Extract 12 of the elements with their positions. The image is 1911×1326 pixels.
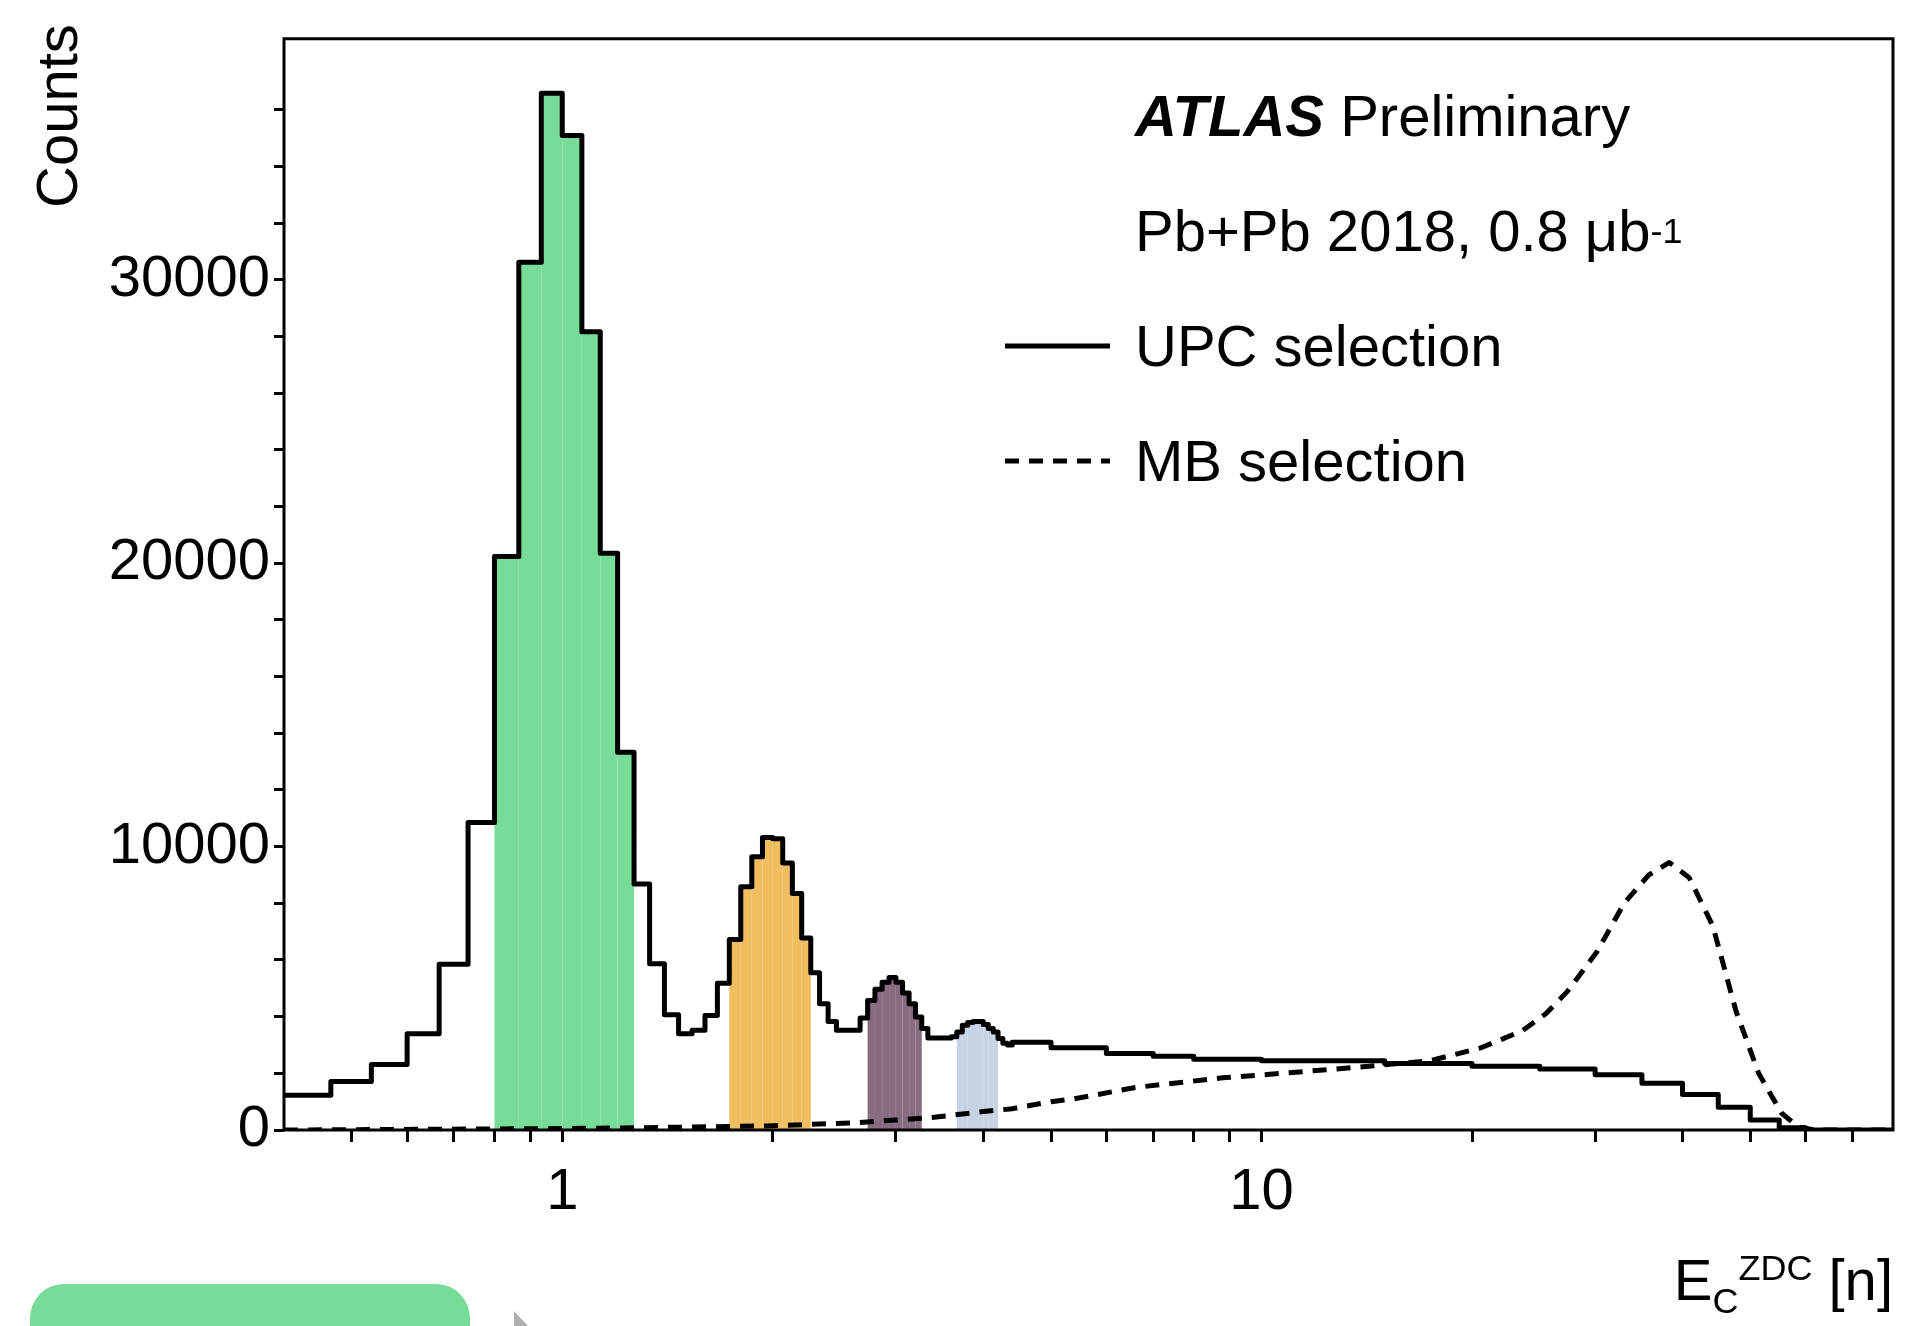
x-tick-label: 1	[546, 1155, 579, 1221]
x-axis-title: E$_{C}$$^{ZDC}$ [n]	[1673, 1247, 1893, 1321]
y-tick-label: 0	[237, 1093, 270, 1158]
annotation: ATLAS Preliminary	[1135, 82, 1631, 149]
y-tick-label: 10000	[108, 809, 270, 875]
y-tick-label: 20000	[108, 526, 270, 592]
legend-label: UPC selection	[1135, 312, 1503, 379]
y-tick-label: 30000	[108, 242, 270, 308]
annotation: Pb+Pb 2018, 0.8 μb$^{-1}$	[1134, 197, 1683, 265]
x-tick-label: 10	[1229, 1155, 1294, 1221]
legend-label: MB selection	[1135, 427, 1468, 494]
y-axis-title: Counts	[24, 24, 89, 208]
